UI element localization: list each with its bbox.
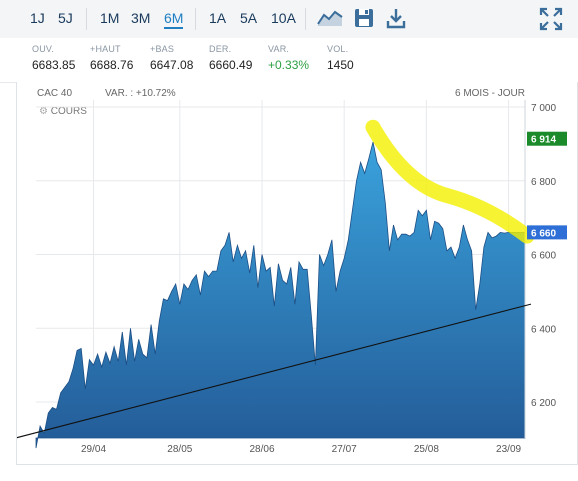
price-flag-high bbox=[527, 131, 567, 146]
timeframe-5j[interactable]: 5J bbox=[58, 10, 73, 26]
legend-label: COURS bbox=[50, 106, 87, 117]
x-tick-label: 28/05 bbox=[167, 444, 192, 455]
stat-value: 6688.76 bbox=[90, 58, 134, 72]
timeframe-1m[interactable]: 1M bbox=[100, 10, 120, 26]
area-chart-icon[interactable] bbox=[316, 6, 344, 35]
chart-toolbar: 1J 5J 1M 3M 6M 1A 5A 10A bbox=[0, 0, 578, 39]
expand-icon[interactable] bbox=[538, 6, 564, 37]
price-area bbox=[35, 141, 526, 449]
stat-label: VOL. bbox=[327, 44, 349, 54]
y-tick-label: 6 200 bbox=[531, 398, 556, 409]
stat-variation: VAR. +0.33% bbox=[268, 44, 309, 72]
timeframe-3m[interactable]: 3M bbox=[131, 10, 151, 26]
price-chart[interactable]: CAC 40 VAR. : +10.72% 6 MOIS - JOUR ⚙ CO… bbox=[16, 82, 578, 465]
stat-value: 6660.49 bbox=[209, 58, 253, 72]
timeframe-6m[interactable]: 6M bbox=[164, 10, 184, 29]
highlight-annotation bbox=[365, 119, 535, 244]
timeframe-10a[interactable]: 10A bbox=[271, 10, 296, 26]
stat-label: +BAS bbox=[150, 44, 175, 54]
stat-low: +BAS 6647.08 bbox=[150, 44, 193, 72]
download-icon[interactable] bbox=[384, 6, 408, 35]
timeframe-1a[interactable]: 1A bbox=[209, 10, 227, 26]
chart-variation: VAR. : +10.72% bbox=[105, 88, 176, 99]
quote-stats: OUV. 6683.85 +HAUT 6688.76 +BAS 6647.08 … bbox=[0, 38, 578, 83]
y-tick-label: 6 800 bbox=[531, 177, 556, 188]
chart-period: 6 MOIS - JOUR bbox=[454, 88, 525, 99]
y-tick-label: 6 600 bbox=[531, 251, 556, 262]
gear-icon: ⚙ bbox=[39, 106, 48, 117]
stat-high: +HAUT 6688.76 bbox=[90, 44, 133, 72]
stat-label: OUV. bbox=[32, 44, 54, 54]
stat-label: +HAUT bbox=[90, 44, 121, 54]
x-tick-label: 23/09 bbox=[496, 444, 521, 455]
toolbar-divider bbox=[305, 8, 306, 30]
stat-volume: VOL. 1450 bbox=[327, 44, 354, 72]
toolbar-divider bbox=[195, 8, 196, 30]
stat-label: DER. bbox=[209, 44, 232, 54]
save-icon[interactable] bbox=[352, 6, 376, 35]
stat-value: 1450 bbox=[327, 58, 354, 72]
stat-value: 6647.08 bbox=[150, 58, 194, 72]
x-tick-label: 29/04 bbox=[81, 444, 106, 455]
toolbar-divider bbox=[86, 8, 87, 30]
price-flag-last bbox=[527, 225, 567, 240]
legend-series[interactable]: ⚙ COURS bbox=[39, 106, 87, 117]
stat-label: VAR. bbox=[268, 44, 290, 54]
price-flag-label: 6 660 bbox=[531, 228, 556, 239]
x-tick-label: 25/08 bbox=[414, 444, 439, 455]
timeframe-1j[interactable]: 1J bbox=[30, 10, 45, 26]
stat-value: +0.33% bbox=[268, 58, 310, 72]
index-name: CAC 40 bbox=[37, 88, 73, 99]
stat-open: OUV. 6683.85 bbox=[32, 44, 75, 72]
y-tick-label: 7 000 bbox=[531, 103, 556, 114]
x-tick-label: 27/07 bbox=[332, 444, 357, 455]
timeframe-5a[interactable]: 5A bbox=[240, 10, 258, 26]
y-tick-label: 6 400 bbox=[531, 324, 556, 335]
stat-value: 6683.85 bbox=[32, 58, 76, 72]
x-tick-label: 28/06 bbox=[249, 444, 274, 455]
stat-last: DER. 6660.49 bbox=[209, 44, 252, 72]
price-flag-label: 6 914 bbox=[531, 135, 556, 146]
trendline-annotation bbox=[17, 303, 532, 439]
